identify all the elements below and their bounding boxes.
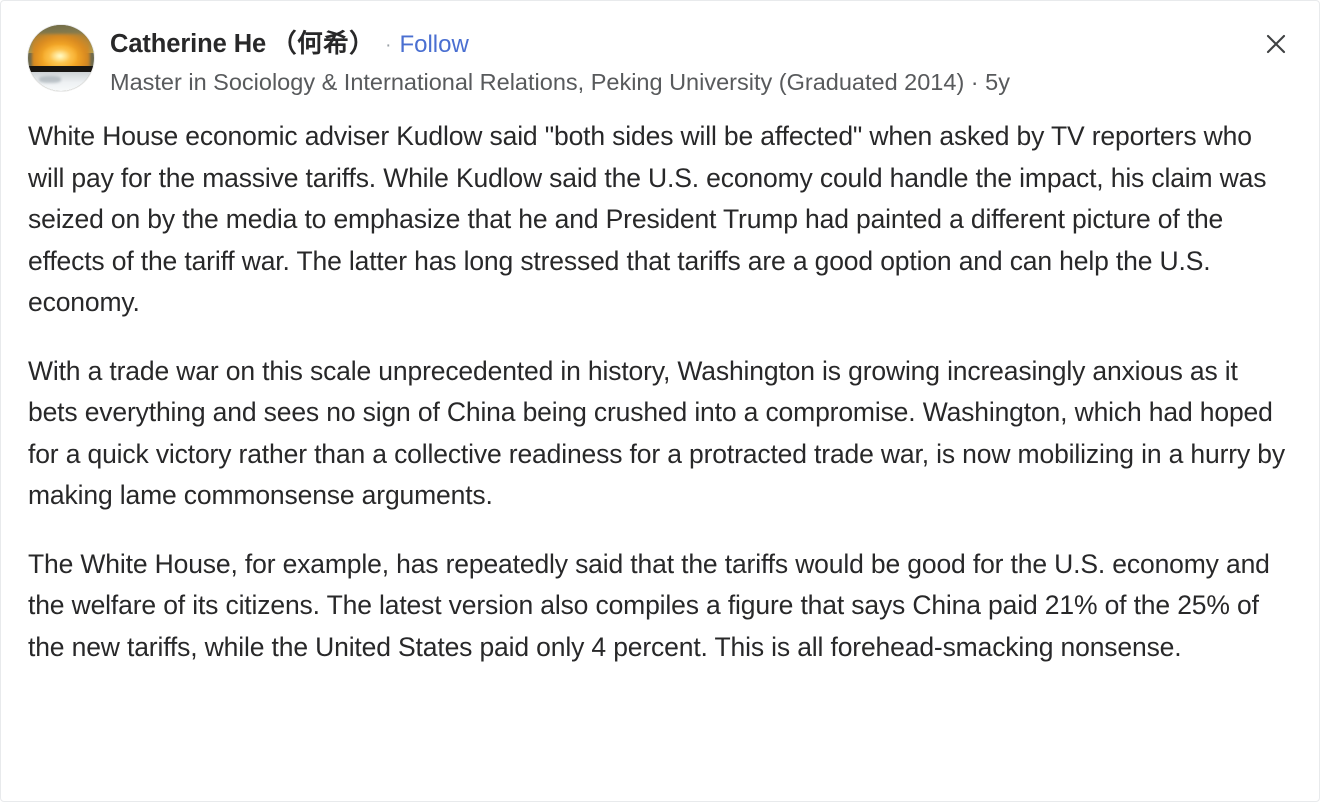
author-credential: Master in Sociology & International Rela… — [110, 68, 1010, 95]
author-name[interactable]: Catherine He — [110, 30, 267, 58]
answer-paragraph: With a trade war on this scale unprecede… — [28, 355, 1285, 511]
answer-paragraph: The White House, for example, has repeat… — [28, 548, 1270, 662]
follow-link[interactable]: Follow — [399, 31, 469, 58]
name-separator: · — [385, 35, 392, 56]
author-meta: Catherine He （何希） · Follow Master in Soc… — [110, 23, 1291, 97]
answer-body: White House economic adviser Kudlow said… — [28, 116, 1291, 668]
avatar-flare — [42, 44, 77, 68]
close-icon — [1266, 34, 1286, 54]
avatar[interactable] — [28, 25, 94, 91]
author-header: Catherine He （何希） · Follow Master in Soc… — [28, 23, 1291, 97]
author-name-line: Catherine He （何希） · Follow — [110, 23, 1291, 61]
answer-paragraph: White House economic adviser Kudlow said… — [28, 121, 1267, 318]
avatar-dark-band — [28, 65, 94, 72]
close-button[interactable] — [1259, 27, 1293, 61]
author-name-cjk: （何希） — [271, 30, 376, 58]
avatar-foreground — [28, 71, 94, 91]
